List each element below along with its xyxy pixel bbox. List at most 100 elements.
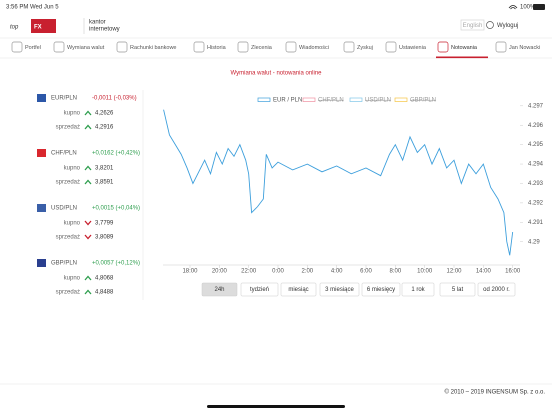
legend-label[interactable]: GBP/PLN xyxy=(410,98,436,104)
legend-swatch[interactable] xyxy=(302,97,316,102)
currency-change: +0,0057 (+0,12%) xyxy=(92,261,140,267)
period-button[interactable] xyxy=(361,282,401,297)
period-button[interactable] xyxy=(240,282,279,297)
status-date: Wed Jun 5 xyxy=(30,5,59,11)
trend-arrow xyxy=(84,165,92,171)
period-button[interactable] xyxy=(477,282,516,297)
nav-icon[interactable] xyxy=(495,41,507,53)
rate-label: kupno xyxy=(64,276,81,282)
currency-change: +0,0015 (+0,04%) xyxy=(92,206,140,212)
nav-active-underline xyxy=(436,56,488,59)
period-label[interactable]: 3 miesiące xyxy=(325,287,354,293)
nav-icon[interactable] xyxy=(343,41,355,53)
legend-label[interactable]: CHF/PLN xyxy=(318,98,344,104)
period-button[interactable] xyxy=(401,282,435,297)
rate-value: 4,2626 xyxy=(95,111,114,117)
rate-value: 4,8068 xyxy=(95,276,114,282)
page-title: Wymiana walut - notowania online xyxy=(231,71,323,77)
tagline: internetowy xyxy=(89,27,120,33)
nav-icon[interactable] xyxy=(437,41,449,53)
period-button[interactable] xyxy=(319,282,360,297)
logout-link[interactable]: Wyloguj xyxy=(497,23,518,29)
rate-value: 3,8591 xyxy=(95,180,114,186)
period-label[interactable]: miesiąc xyxy=(288,287,308,293)
logo-top: top xyxy=(10,25,19,31)
y-tick-label: 4.296 xyxy=(528,123,544,129)
x-tick-label: 16:00 xyxy=(505,269,521,275)
nav-icon[interactable] xyxy=(193,41,205,53)
nav-item[interactable]: Ustawienia xyxy=(399,45,427,51)
price-line xyxy=(163,109,514,256)
nav-icon[interactable] xyxy=(385,41,397,53)
y-tick-label: 4.294 xyxy=(528,162,544,168)
legend-label[interactable]: USD/PLN xyxy=(365,98,391,104)
logout-icon[interactable] xyxy=(486,21,494,29)
period-label[interactable]: 5 lat xyxy=(452,287,464,293)
legend-label[interactable]: EUR / PLN xyxy=(273,98,302,104)
battery-level: 100% xyxy=(520,5,536,11)
rate-label: sprzedaż xyxy=(56,235,80,241)
nav-item[interactable]: Rachunki bankowe xyxy=(130,45,176,51)
tagline: kantor xyxy=(89,20,106,26)
trend-arrow xyxy=(84,234,92,240)
period-label[interactable]: 6 miesięcy xyxy=(367,287,395,293)
period-label[interactable]: od 2000 r. xyxy=(483,287,510,293)
y-tick-label: 4.293 xyxy=(528,181,544,187)
period-button[interactable] xyxy=(439,282,476,297)
nav-item[interactable]: Wymiana walut xyxy=(67,45,105,51)
period-label[interactable]: 1 rok xyxy=(411,287,425,293)
period-label[interactable]: tydzień xyxy=(250,287,269,293)
nav-item[interactable]: Jan Nowacki xyxy=(509,45,540,51)
trend-arrow xyxy=(84,124,92,130)
flag xyxy=(37,204,46,212)
rate-label: kupno xyxy=(64,166,81,172)
legend-swatch[interactable] xyxy=(257,97,271,102)
footer: © 2010 – 2019 INGENSUM Sp. z o.o. xyxy=(445,389,546,396)
nav-item[interactable]: Zyskuj xyxy=(357,45,373,51)
wifi-icon xyxy=(508,5,518,10)
language-label[interactable]: English xyxy=(463,23,483,29)
period-label[interactable]: 24h xyxy=(214,287,224,293)
nav-item[interactable]: Wiadomości xyxy=(299,45,329,51)
currency-change: +0,0162 (+0,42%) xyxy=(92,151,140,157)
x-tick-label: 6:00 xyxy=(360,269,372,275)
x-tick-label: 20:00 xyxy=(212,269,228,275)
trend-arrow xyxy=(84,220,92,226)
battery-icon xyxy=(533,4,545,10)
nav-item[interactable]: Portfel xyxy=(25,45,41,51)
nav-item[interactable]: Zlecenia xyxy=(251,45,273,51)
x-tick-label: 4:00 xyxy=(331,269,343,275)
x-tick-label: 2:00 xyxy=(301,269,313,275)
legend-swatch[interactable] xyxy=(394,97,408,102)
rate-label: sprzedaż xyxy=(56,290,80,296)
rate-value: 3,7799 xyxy=(95,221,114,227)
trend-arrow xyxy=(84,110,92,116)
x-tick-label: 18:00 xyxy=(182,269,198,275)
y-tick-label: 4.297 xyxy=(528,103,544,109)
nav-icon[interactable] xyxy=(285,41,297,53)
legend-swatch[interactable] xyxy=(349,97,363,102)
currency-pair: GBP/PLN xyxy=(51,261,77,267)
nav-icon[interactable] xyxy=(53,41,65,53)
period-button[interactable] xyxy=(280,282,317,297)
nav-icon[interactable] xyxy=(11,41,23,53)
x-tick-label: 0:00 xyxy=(272,269,284,275)
currency-pair: CHF/PLN xyxy=(51,151,77,157)
nav-item[interactable]: Historia xyxy=(207,45,227,51)
period-button[interactable] xyxy=(201,282,238,297)
y-tick-label: 4.292 xyxy=(528,200,544,206)
language-button[interactable] xyxy=(460,19,485,31)
home-indicator xyxy=(207,405,345,408)
nav-icon[interactable] xyxy=(116,41,128,53)
flag xyxy=(37,94,46,102)
logo-fx: FX xyxy=(34,25,42,31)
nav-item[interactable]: Notowania xyxy=(451,45,478,51)
trend-arrow xyxy=(84,275,92,281)
y-tick-label: 4.291 xyxy=(528,220,544,226)
nav-icon[interactable] xyxy=(237,41,249,53)
flag xyxy=(37,149,46,157)
flag xyxy=(37,259,46,267)
rate-value: 4,2916 xyxy=(95,125,114,131)
currency-pair: USD/PLN xyxy=(51,206,77,212)
